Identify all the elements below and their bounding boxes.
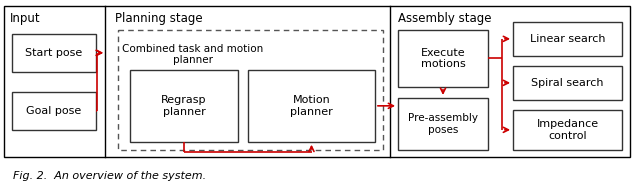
Bar <box>12 92 96 130</box>
Bar <box>118 30 383 150</box>
Text: Assembly stage: Assembly stage <box>398 12 492 25</box>
Bar <box>248 70 375 142</box>
Bar <box>130 70 238 142</box>
Text: Goal pose: Goal pose <box>26 106 82 116</box>
Text: Impedance
control: Impedance control <box>536 119 598 141</box>
Bar <box>398 30 488 87</box>
Text: Fig. 2.  An overview of the system.: Fig. 2. An overview of the system. <box>13 171 206 181</box>
Bar <box>12 34 96 72</box>
Bar <box>513 22 622 56</box>
Text: Start pose: Start pose <box>26 48 83 58</box>
Text: Spiral search: Spiral search <box>531 78 604 88</box>
Text: Combined task and motion
planner: Combined task and motion planner <box>122 44 263 65</box>
Text: Planning stage: Planning stage <box>115 12 203 25</box>
Bar <box>513 110 622 150</box>
Text: Motion
planner: Motion planner <box>290 95 333 117</box>
Text: Linear search: Linear search <box>530 34 605 44</box>
Text: Input: Input <box>10 12 40 25</box>
Text: Execute
motions: Execute motions <box>420 48 465 69</box>
Bar <box>513 66 622 100</box>
Bar <box>398 98 488 150</box>
Text: Regrasp
planner: Regrasp planner <box>161 95 207 117</box>
Text: Pre-assembly
poses: Pre-assembly poses <box>408 113 478 135</box>
